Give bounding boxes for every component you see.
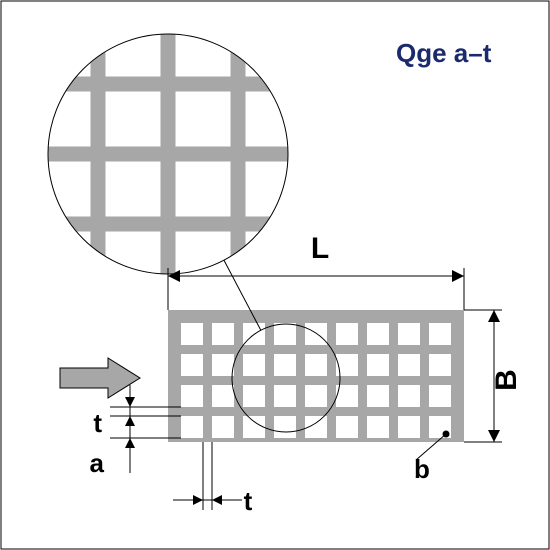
label-L: L [311,232,329,265]
label-b: b [414,454,430,484]
label-t_left: t [93,408,102,438]
label-t_bottom: t [244,486,253,516]
flow-arrow [60,358,140,398]
magnifier-content [36,22,301,287]
label-a: a [90,448,105,478]
title-label: Qge a–t [396,38,492,68]
perforated-plate [168,310,464,442]
label-B: B [490,369,523,391]
